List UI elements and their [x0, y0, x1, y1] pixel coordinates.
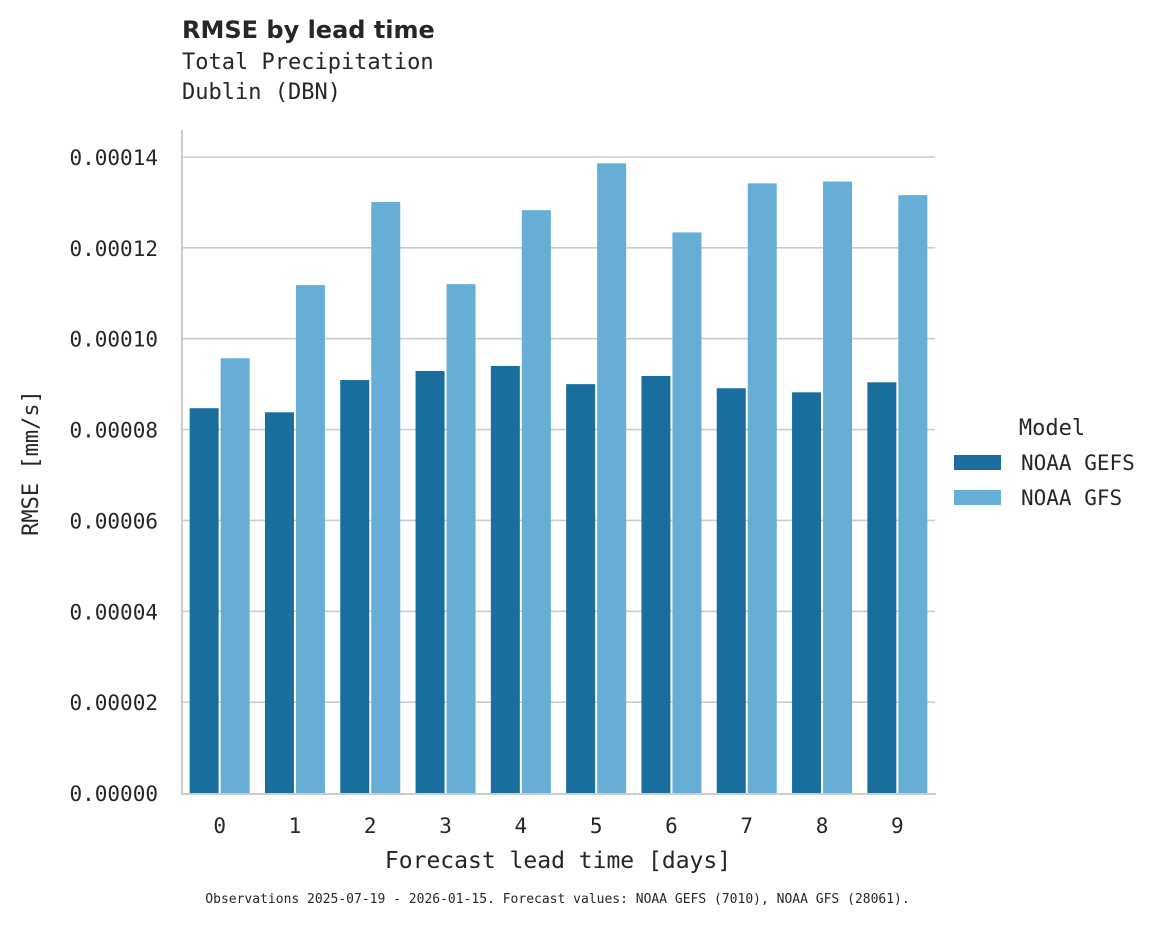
legend: Model NOAA GEFS NOAA GFS	[954, 416, 1135, 510]
x-tick-label: 7	[740, 814, 753, 838]
x-tick-labels: 0 1 2 3 4 5 6 7 8 9	[213, 814, 903, 838]
legend-label-gfs: NOAA GFS	[1021, 486, 1122, 510]
x-tick-label: 3	[439, 814, 452, 838]
y-tick-labels: 0.00000 0.00002 0.00004 0.00006 0.00008 0.000…	[69, 146, 158, 806]
bar-gefs-8	[792, 392, 822, 793]
bar-gfs-7	[747, 183, 777, 793]
y-tick-label: 0.00002	[69, 691, 158, 715]
legend-swatch-gfs	[954, 490, 1001, 505]
bar-gfs-3	[446, 284, 476, 793]
legend-label-gefs: NOAA GEFS	[1021, 451, 1135, 475]
bar-gefs-4	[490, 365, 520, 793]
x-tick-label: 5	[590, 814, 603, 838]
bar-gfs-5	[597, 163, 627, 794]
y-tick-label: 0.00006	[69, 509, 158, 533]
y-tick-label: 0.00014	[69, 146, 158, 170]
legend-title: Model	[1019, 416, 1085, 441]
bar-gfs-6	[672, 232, 702, 793]
bar-gefs-0	[189, 408, 219, 793]
bar-gefs-3	[415, 370, 445, 793]
chart-subtitle-variable: Total Precipitation	[182, 50, 434, 75]
x-tick-label: 2	[364, 814, 377, 838]
bar-gefs-5	[566, 384, 596, 793]
bar-gfs-9	[898, 195, 928, 793]
x-tick-label: 6	[665, 814, 678, 838]
legend-swatch-gefs	[954, 455, 1001, 470]
bar-gefs-7	[716, 388, 746, 793]
bar-gfs-8	[823, 181, 853, 793]
x-tick-label: 9	[891, 814, 904, 838]
bars	[189, 163, 928, 794]
x-tick-label: 0	[213, 814, 226, 838]
chart-title: RMSE by lead time	[182, 16, 435, 44]
x-tick-label: 8	[816, 814, 829, 838]
bar-gfs-1	[295, 285, 325, 793]
bar-gefs-6	[641, 375, 671, 793]
footnote: Observations 2025-07-19 - 2026-01-15. Fo…	[205, 892, 910, 907]
bar-gfs-4	[521, 210, 551, 793]
y-axis-label: RMSE [mm/s]	[19, 390, 44, 536]
bar-gefs-2	[340, 380, 370, 793]
y-tick-label: 0.00000	[69, 782, 158, 806]
bar-gefs-1	[264, 412, 294, 793]
bar-gfs-2	[371, 201, 401, 793]
y-tick-label: 0.00010	[69, 328, 158, 352]
x-tick-label: 4	[515, 814, 528, 838]
x-tick-label: 1	[289, 814, 302, 838]
chart-subtitle-location: Dublin (DBN)	[182, 80, 341, 105]
y-tick-label: 0.00008	[69, 419, 158, 443]
y-tick-label: 0.00004	[69, 600, 158, 624]
bar-gfs-0	[220, 358, 250, 793]
y-tick-label: 0.00012	[69, 237, 158, 261]
gridlines	[182, 156, 935, 703]
x-axis-label: Forecast lead time [days]	[385, 848, 731, 874]
bar-gefs-9	[867, 382, 897, 793]
